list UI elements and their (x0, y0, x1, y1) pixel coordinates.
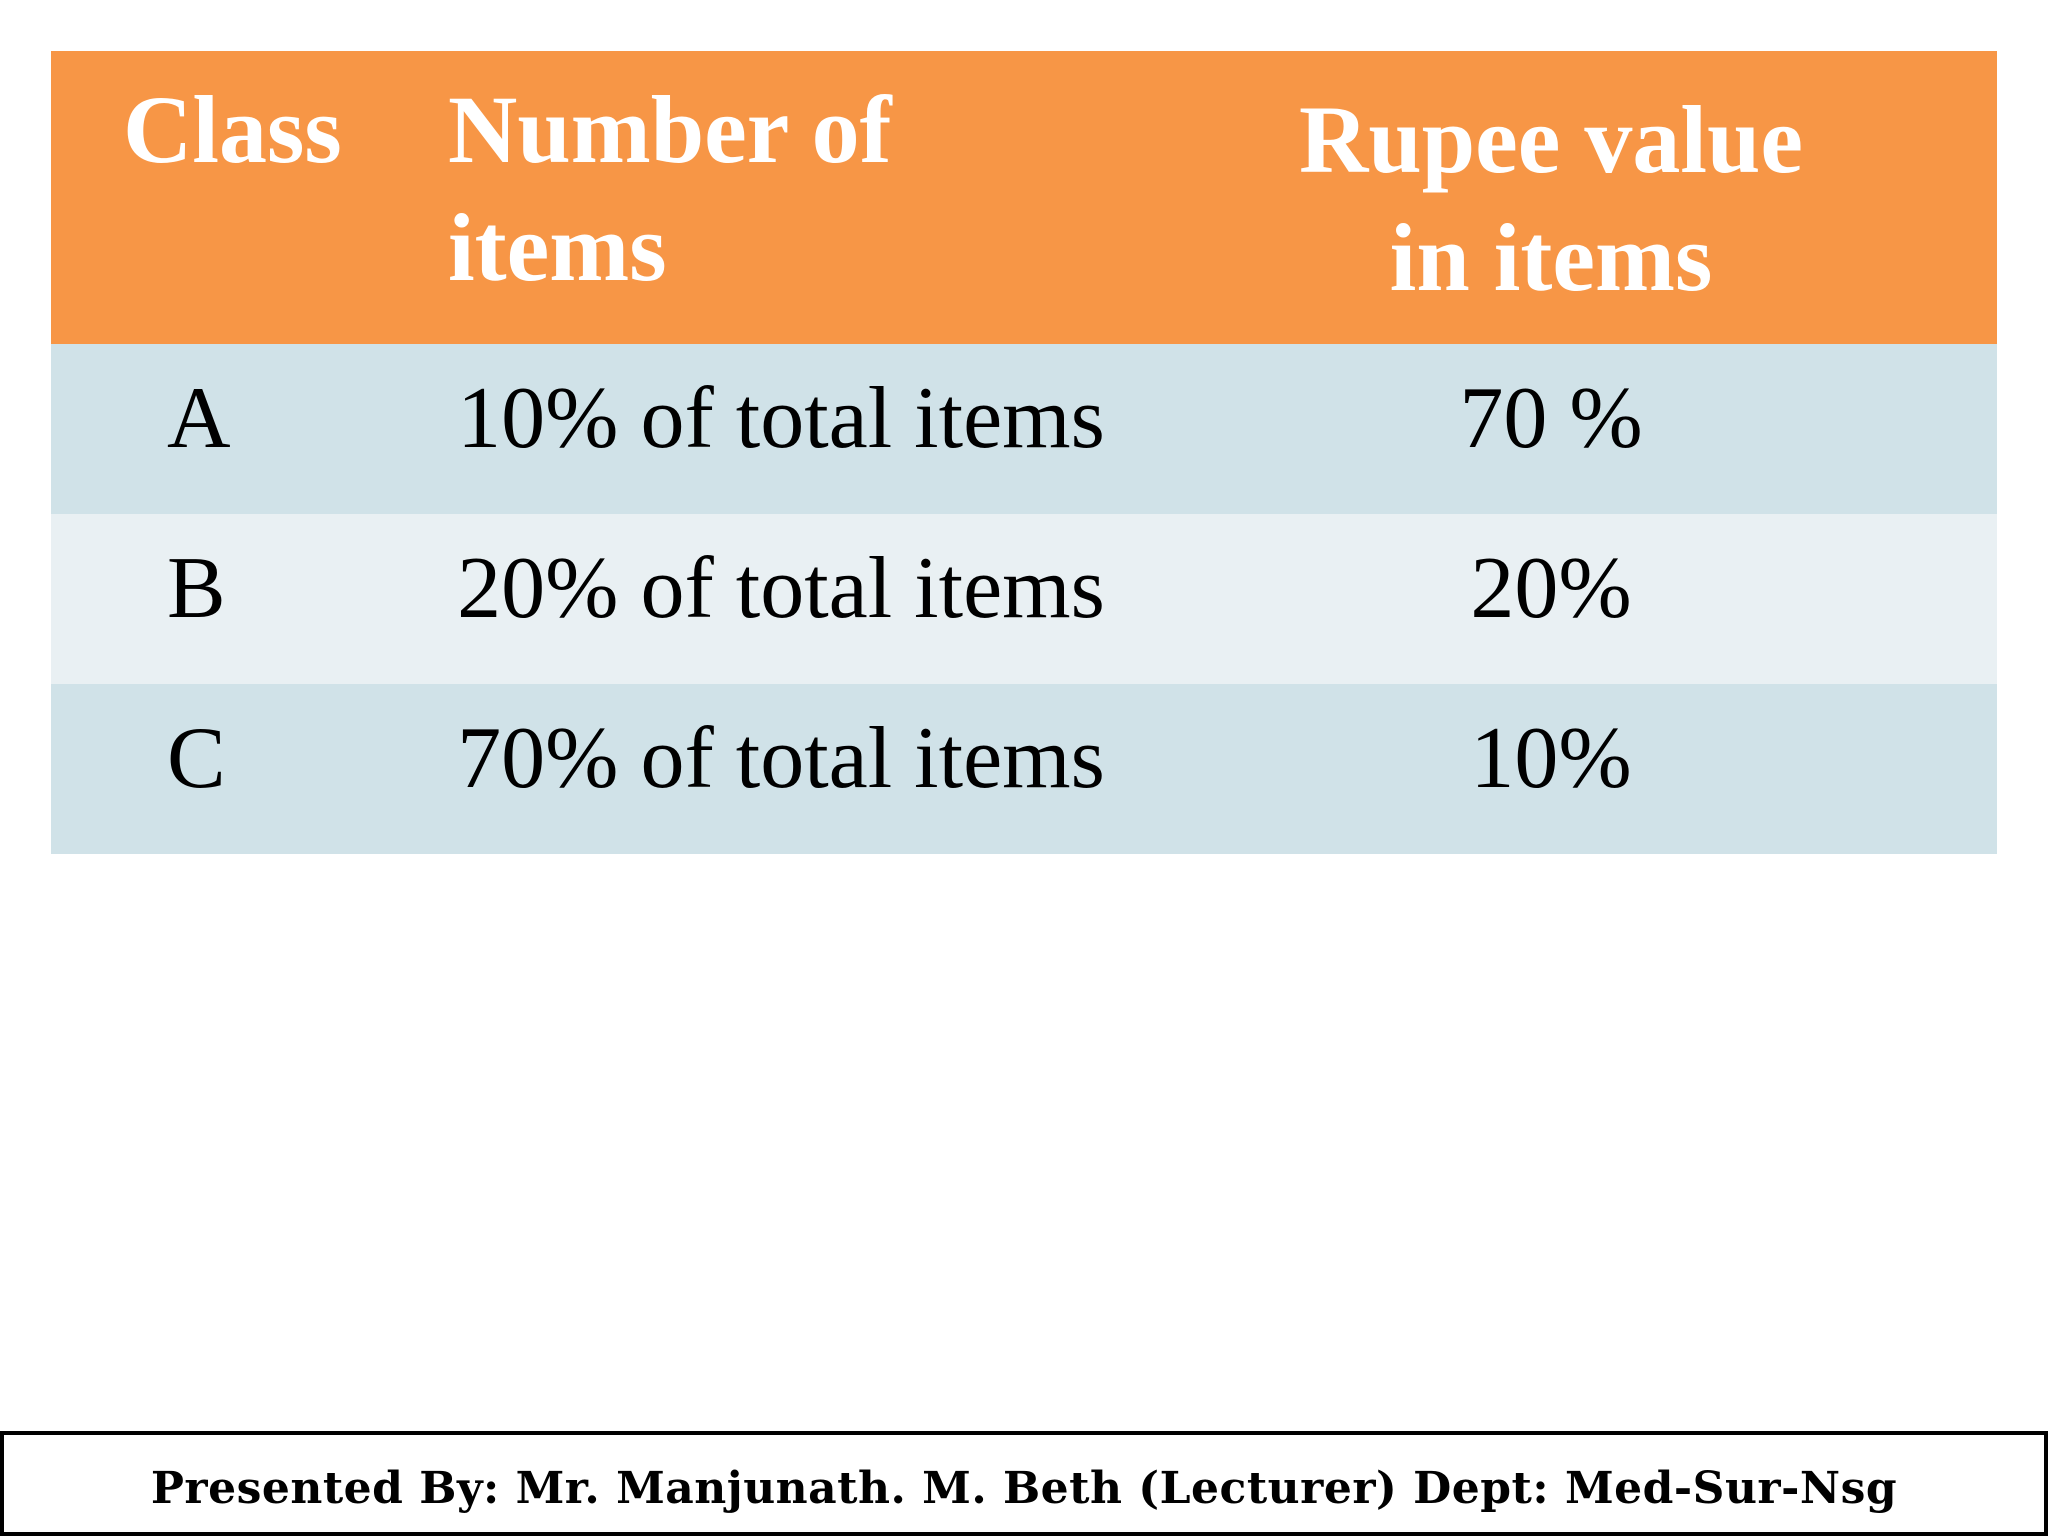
header-rupee-line2: in items (1389, 204, 1713, 311)
table-row: B 20% of total items 20% (51, 514, 1997, 684)
abc-classification-table: Class Number of items Rupee value in ite… (51, 51, 1997, 854)
header-number-of-items: Number of items (448, 71, 892, 307)
class-cell: C (167, 710, 226, 807)
number-cell: 70% of total items (457, 710, 1105, 807)
header-rupee-line1: Rupee value (1299, 86, 1803, 193)
number-cell: 20% of total items (457, 540, 1105, 637)
header-class: Class (123, 71, 342, 189)
table-row: A 10% of total items 70 % (51, 344, 1997, 514)
header-rupee-value: Rupee value in items (1201, 81, 1901, 317)
table-header-row: Class Number of items Rupee value in ite… (51, 51, 1997, 344)
presenter-footer: Presented By: Mr. Manjunath. M. Beth (Le… (0, 1431, 2048, 1536)
rupee-cell: 70 % (1459, 370, 1643, 467)
class-cell: B (167, 540, 226, 637)
class-cell: A (167, 370, 231, 467)
rupee-cell: 20% (1470, 540, 1632, 637)
header-number-line1: Number of (448, 76, 892, 183)
presenter-credit: Presented By: Mr. Manjunath. M. Beth (Le… (150, 1463, 1898, 1514)
table-row: C 70% of total items 10% (51, 684, 1997, 854)
header-class-label: Class (123, 76, 342, 183)
number-cell: 10% of total items (457, 370, 1105, 467)
header-number-line2: items (448, 194, 667, 301)
rupee-cell: 10% (1470, 710, 1632, 807)
